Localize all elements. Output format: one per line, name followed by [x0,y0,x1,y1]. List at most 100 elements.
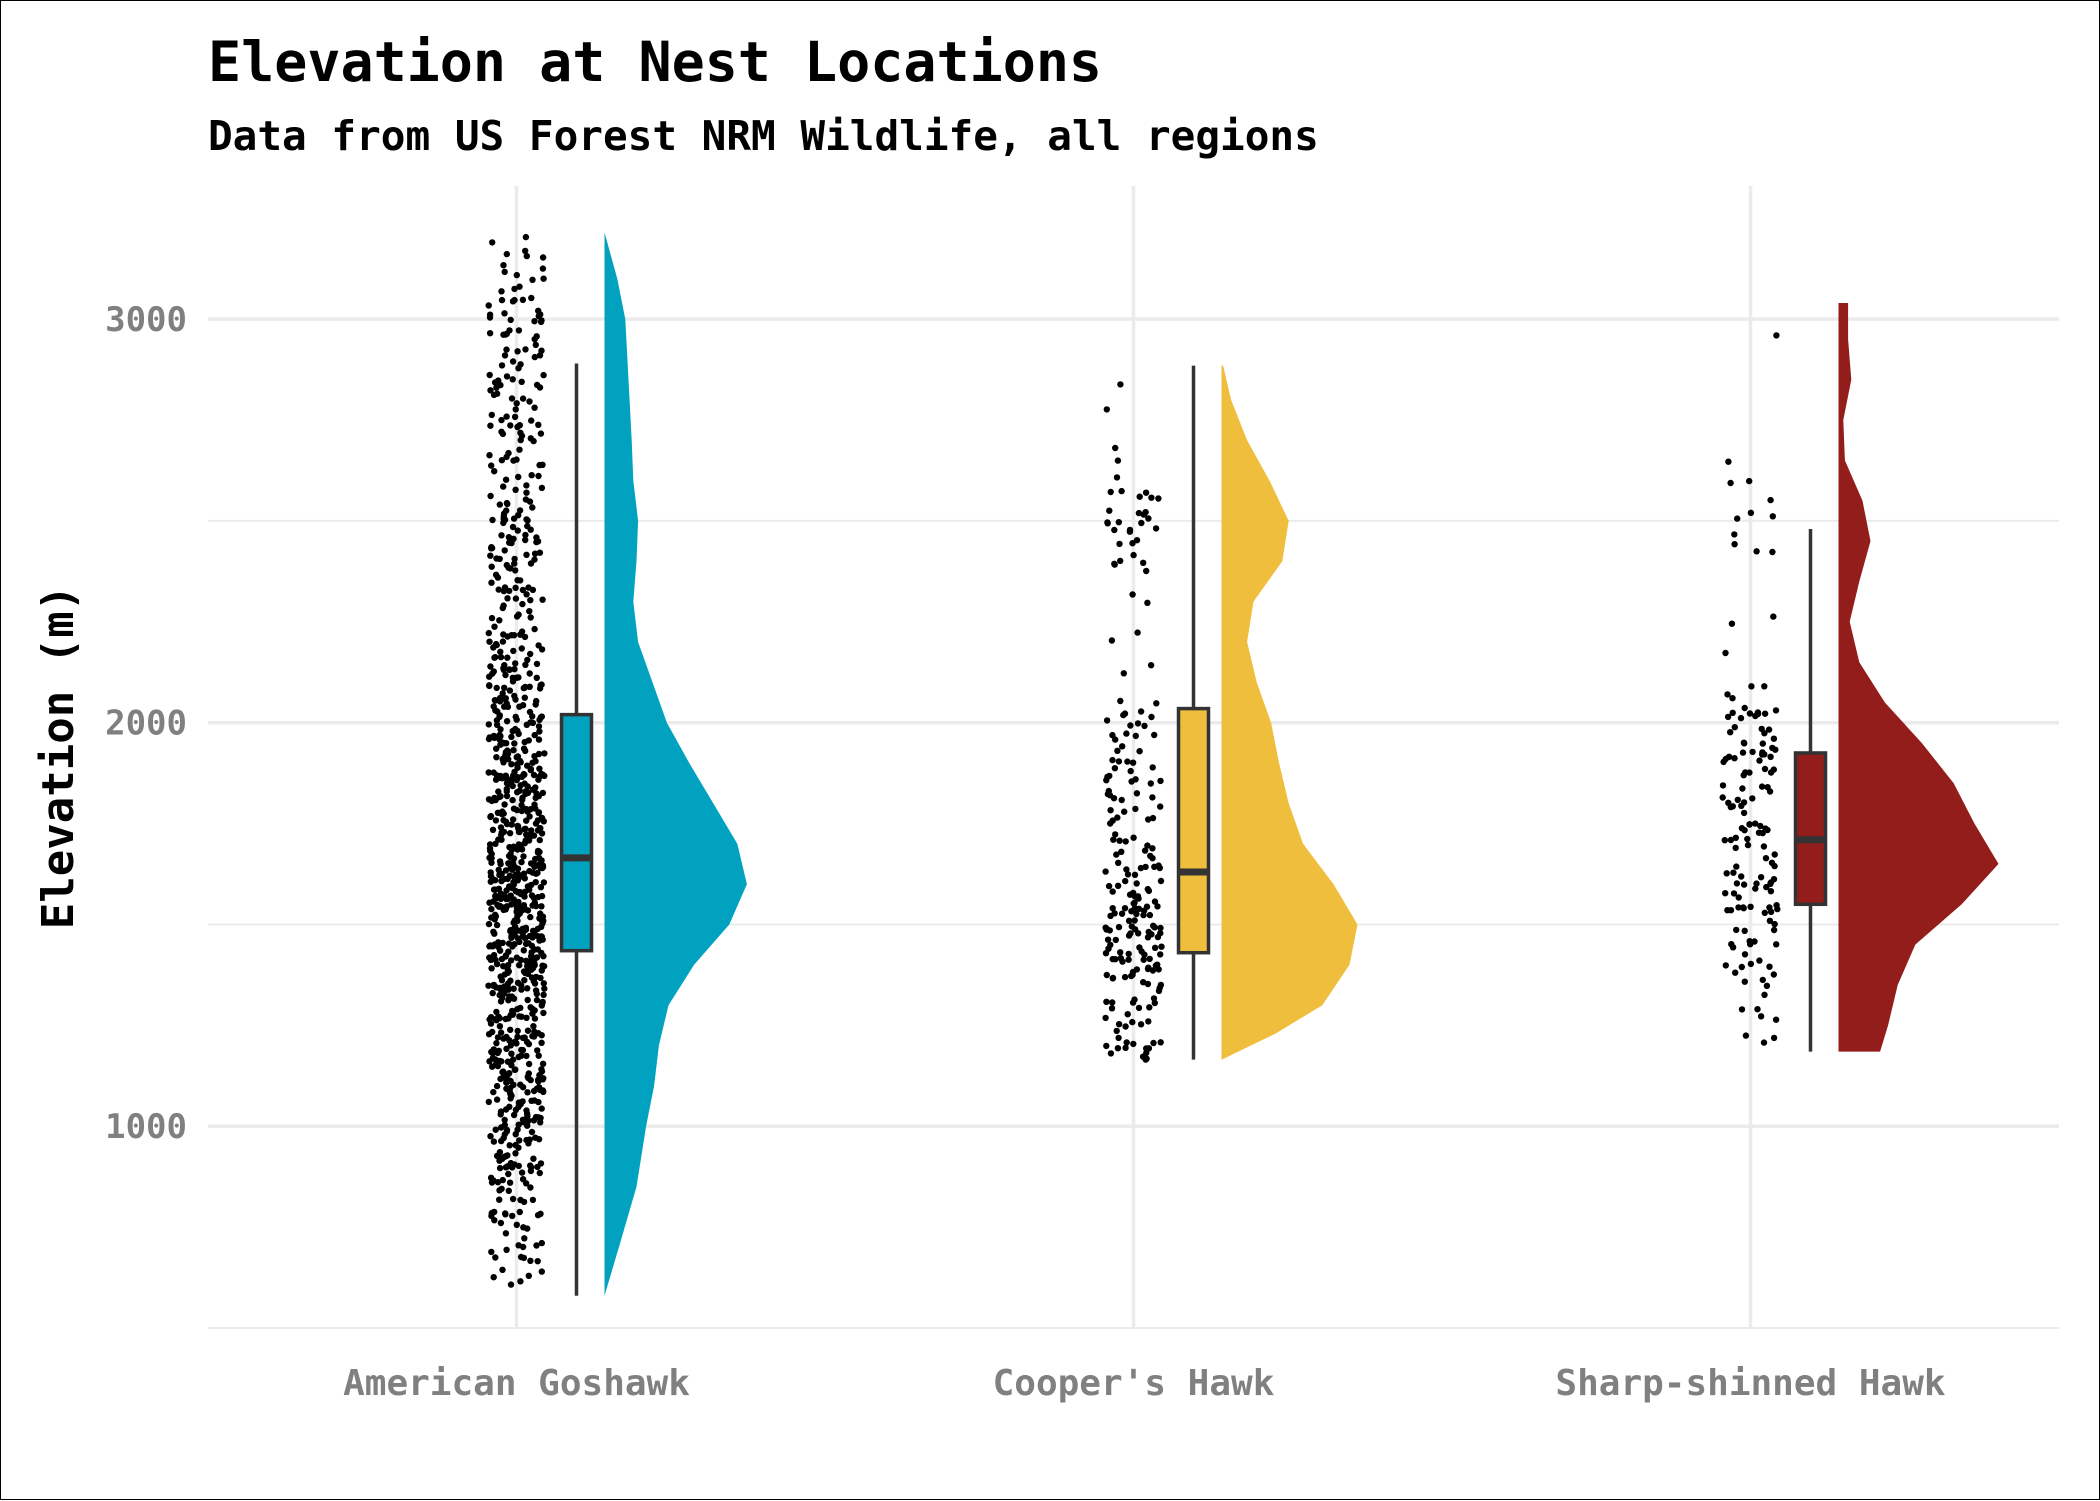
jitter-point-american-goshawk [496,858,504,865]
jitter-point-cooper-s-hawk [1129,759,1137,766]
jitter-point-american-goshawk [504,1152,511,1159]
jitter-point-american-goshawk [535,1114,542,1121]
jitter-point-american-goshawk [503,780,511,787]
jitter-point-american-goshawk [487,552,494,559]
jitter-point-sharp-shinned-hawk [1754,1006,1761,1013]
jitter-point-cooper-s-hawk [1109,756,1116,764]
jitter-point-cooper-s-hawk [1130,900,1137,907]
jitter-point-american-goshawk [537,1119,544,1126]
jitter-point-american-goshawk [486,452,493,459]
jitter-point-american-goshawk [537,824,544,832]
jitter-point-american-goshawk [539,265,547,272]
jitter-point-american-goshawk [527,614,534,621]
jitter-point-cooper-s-hawk [1140,956,1147,963]
jitter-point-cooper-s-hawk [1114,747,1121,754]
jitter-point-american-goshawk [515,473,522,481]
jitter-point-sharp-shinned-hawk [1759,740,1767,747]
jitter-point-american-goshawk [536,549,544,556]
jitter-point-cooper-s-hawk [1112,831,1119,838]
jitter-point-american-goshawk [518,801,525,809]
jitter-point-american-goshawk [497,653,505,661]
jitter-point-cooper-s-hawk [1135,930,1142,937]
jitter-point-cooper-s-hawk [1145,964,1152,971]
jitter-point-sharp-shinned-hawk [1744,841,1752,849]
jitter-point-sharp-shinned-hawk [1728,620,1736,627]
grid-lines [208,186,2059,1329]
jitter-point-sharp-shinned-hawk [1747,509,1755,516]
jitter-point-american-goshawk [498,457,506,464]
jitter-point-cooper-s-hawk [1139,1053,1147,1060]
jitter-point-cooper-s-hawk [1111,526,1118,534]
jitter-point-american-goshawk [509,1164,516,1171]
jitter-point-cooper-s-hawk [1155,495,1162,502]
jitter-point-sharp-shinned-hawk [1733,880,1741,887]
jitter-point-american-goshawk [513,613,521,620]
jitter-point-american-goshawk [511,666,518,673]
jitter-point-american-goshawk [516,1137,523,1144]
jitter-point-american-goshawk [496,698,504,705]
jitter-point-cooper-s-hawk [1109,975,1117,982]
jitter-point-sharp-shinned-hawk [1766,904,1773,911]
jitter-point-american-goshawk [526,608,533,615]
jitter-point-sharp-shinned-hawk [1761,710,1769,717]
jitter-point-sharp-shinned-hawk [1737,714,1745,722]
jitter-point-american-goshawk [530,771,538,779]
jitter-point-cooper-s-hawk [1136,493,1143,500]
jitter-point-american-goshawk [492,1056,499,1063]
jitter-point-american-goshawk [516,1208,523,1216]
jitter-point-american-goshawk [493,384,500,391]
jitter-point-american-goshawk [525,1272,532,1280]
jitter-point-cooper-s-hawk [1155,987,1163,995]
jitter-point-american-goshawk [540,991,547,998]
jitter-point-american-goshawk [510,647,517,655]
jitter-point-american-goshawk [523,1107,530,1114]
jitter-point-american-goshawk [532,879,539,886]
jitter-point-american-goshawk [487,1133,494,1140]
jitter-point-sharp-shinned-hawk [1740,739,1748,746]
jitter-point-cooper-s-hawk [1136,748,1143,755]
jitter-point-american-goshawk [487,1174,495,1182]
jitter-point-american-goshawk [502,1015,509,1023]
y-tick-label: 1000 [105,1107,187,1147]
jitter-point-sharp-shinned-hawk [1734,515,1741,522]
jitter-point-sharp-shinned-hawk [1729,944,1737,951]
jitter-point-american-goshawk [487,387,494,394]
jitter-point-sharp-shinned-hawk [1769,513,1777,520]
jitter-point-american-goshawk [507,1281,515,1288]
jitter-point-cooper-s-hawk [1103,1042,1110,1050]
jitter-point-american-goshawk [513,456,520,463]
jitter-point-american-goshawk [493,1008,500,1016]
jitter-point-american-goshawk [516,422,523,429]
jitter-point-american-goshawk [514,774,522,781]
jitter-point-american-goshawk [539,1060,547,1068]
jitter-point-cooper-s-hawk [1102,924,1109,931]
jitter-point-american-goshawk [520,1198,528,1206]
jitter-point-american-goshawk [536,765,543,772]
jitter-point-american-goshawk [540,953,547,960]
jitter-point-american-goshawk [512,584,519,591]
jitter-point-cooper-s-hawk [1151,999,1159,1007]
jitter-point-american-goshawk [531,1007,538,1014]
jitter-point-american-goshawk [518,1013,525,1020]
jitter-point-american-goshawk [538,1268,545,1275]
jitter-point-cooper-s-hawk [1116,540,1123,548]
jitter-point-american-goshawk [517,577,524,584]
jitter-point-cooper-s-hawk [1151,731,1158,739]
jitter-point-cooper-s-hawk [1151,898,1159,905]
jitter-point-american-goshawk [526,813,533,820]
jitter-point-american-goshawk [499,690,506,697]
jitter-point-american-goshawk [511,296,518,304]
jitter-point-cooper-s-hawk [1154,903,1161,910]
jitter-point-american-goshawk [485,982,492,989]
jitter-point-american-goshawk [522,536,529,544]
jitter-point-american-goshawk [491,623,498,630]
box-sharp-shinned-hawk [1793,751,1828,907]
jitter-point-cooper-s-hawk [1132,732,1140,740]
jitter-point-american-goshawk [485,769,492,776]
jitter-point-sharp-shinned-hawk [1761,765,1769,773]
jitter-point-american-goshawk [519,586,527,594]
jitter-point-american-goshawk [503,561,510,569]
jitter-point-american-goshawk [486,311,494,318]
jitter-point-american-goshawk [503,1126,511,1134]
